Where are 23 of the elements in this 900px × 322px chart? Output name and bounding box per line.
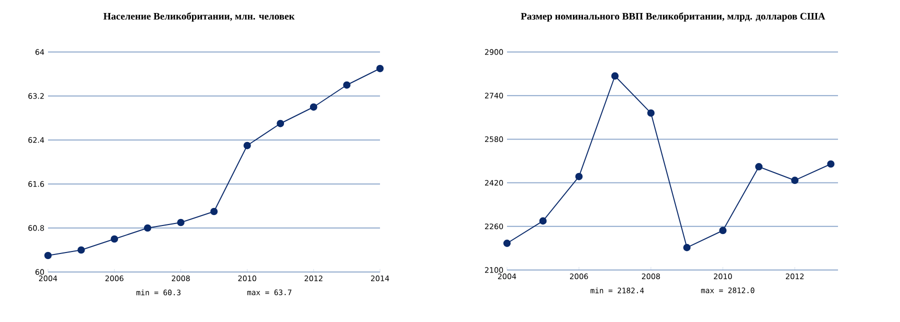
point <box>110 235 118 243</box>
point <box>210 208 218 216</box>
chart-title: Размер номинального ВВП Великобритании, млрд. долларов США <box>520 12 826 22</box>
point <box>503 240 511 247</box>
point <box>244 142 251 150</box>
point <box>343 81 350 89</box>
point <box>310 103 318 111</box>
point <box>539 217 547 225</box>
point <box>791 176 799 184</box>
point <box>276 120 284 128</box>
point <box>719 226 727 234</box>
point <box>575 172 583 180</box>
point <box>376 64 384 72</box>
point <box>177 218 184 226</box>
point <box>647 109 655 117</box>
point <box>44 252 52 260</box>
point <box>683 244 691 252</box>
point <box>611 72 619 80</box>
point <box>827 160 834 168</box>
chart-title: Население Великобритании, млн. человек <box>103 12 295 22</box>
point <box>144 224 152 232</box>
point <box>755 163 763 170</box>
point <box>78 246 85 254</box>
